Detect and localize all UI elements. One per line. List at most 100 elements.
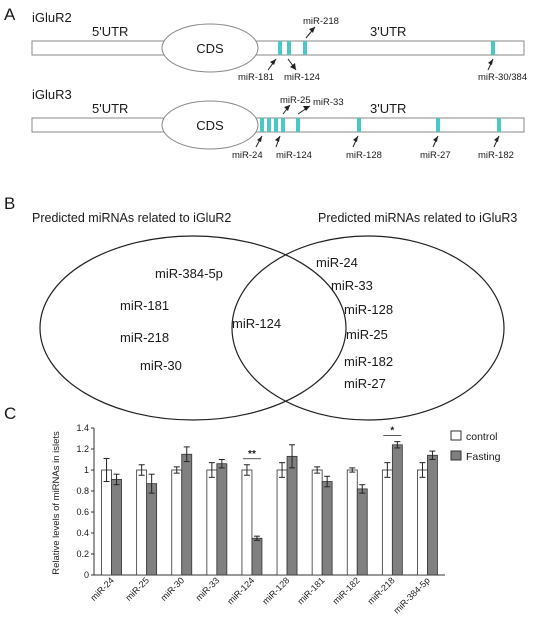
venn-item: miR-33 bbox=[331, 278, 373, 293]
bar-fasting bbox=[216, 463, 228, 576]
iglur3-label-mir182: miR-182 bbox=[478, 150, 514, 161]
legend-label-control: control bbox=[466, 431, 498, 443]
iglur2-site-mir181 bbox=[278, 41, 282, 55]
bar-control bbox=[381, 469, 393, 576]
bar-control bbox=[276, 469, 288, 576]
panel-letter-a: A bbox=[4, 5, 16, 24]
iglur3-site-1 bbox=[260, 118, 264, 132]
bar-control bbox=[346, 469, 358, 576]
iglur2-3utr-label: 3'UTR bbox=[370, 24, 406, 39]
iglur3-label-mir33: miR-33 bbox=[313, 97, 344, 108]
iglur2-label-mir181: miR-181 bbox=[238, 72, 274, 83]
x-tick-label: miR-25 bbox=[123, 575, 151, 603]
bar-fasting bbox=[251, 537, 263, 576]
bar-fasting bbox=[181, 453, 193, 576]
x-tick-label: miR-30 bbox=[159, 575, 187, 603]
bar-fasting bbox=[321, 481, 333, 576]
iglur2-arrowhead-mir124 bbox=[290, 63, 296, 70]
bar-fasting bbox=[427, 454, 438, 576]
y-tick-label: 0.8 bbox=[76, 486, 89, 496]
x-tick-label: miR-33 bbox=[194, 575, 222, 603]
y-tick-label: 0.6 bbox=[76, 507, 89, 517]
iglur2-cds-label: CDS bbox=[196, 41, 224, 56]
y-axis-title: Relative levels of miRNAs in islets bbox=[51, 431, 62, 575]
bar-fasting bbox=[286, 455, 298, 576]
venn-item: miR-182 bbox=[344, 354, 393, 369]
iglur3-arrowhead-mir25 bbox=[284, 105, 290, 111]
legend-swatch-fasting bbox=[450, 450, 462, 461]
iglur3-arrowhead-mir33 bbox=[303, 106, 310, 111]
iglur3-diagram: iGluR3 CDS 5'UTR 3'UTR miR-24 miR-25 miR… bbox=[31, 87, 525, 161]
bar-fasting bbox=[146, 483, 158, 576]
y-tick-label: 1.4 bbox=[76, 423, 89, 433]
venn-item-shared: miR-124 bbox=[232, 316, 281, 331]
x-tick-label: miR-181 bbox=[295, 575, 326, 606]
iglur2-label-mir124: miR-124 bbox=[284, 72, 320, 83]
iglur2-site-mir30-384 bbox=[491, 41, 495, 55]
iglur3-label-mir124: miR-124 bbox=[276, 150, 312, 161]
venn-item: miR-218 bbox=[120, 330, 169, 345]
venn-right-title: Predicted miRNAs related to iGluR3 bbox=[318, 211, 517, 225]
y-tick-label: 1.2 bbox=[76, 444, 89, 454]
y-tick-label: 0.2 bbox=[76, 549, 89, 559]
bar-control bbox=[311, 469, 323, 576]
bar-control bbox=[241, 469, 253, 576]
iglur3-name: iGluR3 bbox=[32, 87, 72, 102]
iglur2-5utr-label: 5'UTR bbox=[92, 24, 128, 39]
iglur3-cds-label: CDS bbox=[196, 118, 224, 133]
venn-circle-iglur2 bbox=[39, 235, 347, 421]
iglur3-label-mir128: miR-128 bbox=[346, 150, 382, 161]
iglur3-site-mir182 bbox=[497, 118, 501, 132]
bar-control bbox=[171, 469, 183, 576]
venn-item: miR-384-5p bbox=[155, 266, 223, 281]
iglur3-5utr-label: 5'UTR bbox=[92, 101, 128, 116]
iglur3-site-2 bbox=[267, 118, 271, 132]
iglur2-site-mir124 bbox=[287, 41, 291, 55]
venn-item: miR-128 bbox=[344, 302, 393, 317]
iglur3-site-4 bbox=[281, 118, 285, 132]
iglur3-site-mir27 bbox=[436, 118, 440, 132]
y-tick-label: 1 bbox=[84, 465, 89, 475]
venn-left-title: Predicted miRNAs related to iGluR2 bbox=[32, 211, 231, 225]
iglur2-label-mir30-384: miR-30/384 bbox=[478, 72, 527, 83]
significance-label: ** bbox=[248, 449, 256, 460]
significance-label: * bbox=[390, 426, 394, 437]
x-tick-label: miR-128 bbox=[260, 575, 291, 606]
x-tick-label: miR-384-5p bbox=[392, 575, 432, 615]
iglur2-diagram: iGluR2 CDS 5'UTR 3'UTR miR-181 miR-124 m… bbox=[31, 10, 527, 83]
venn-diagram: Predicted miRNAs related to iGluR2 Predi… bbox=[32, 211, 517, 421]
iglur2-arrowhead-mir218 bbox=[309, 27, 315, 33]
iglur3-arrowhead-mir124 bbox=[275, 136, 280, 142]
iglur3-label-mir27: miR-27 bbox=[420, 150, 451, 161]
y-tick-label: 0 bbox=[84, 570, 89, 580]
iglur2-arrowhead-mir30 bbox=[488, 59, 493, 65]
y-tick-label: 0.4 bbox=[76, 528, 89, 538]
legend-label-fasting: Fasting bbox=[466, 451, 501, 463]
iglur2-site-mir218 bbox=[303, 41, 307, 55]
x-tick-label: miR-182 bbox=[331, 575, 362, 606]
iglur2-arrowhead-mir181 bbox=[270, 59, 276, 65]
bar-chart: Relative levels of miRNAs in islets 0 0.2… bbox=[51, 423, 501, 616]
iglur3-arrowhead-mir128 bbox=[353, 136, 358, 142]
iglur2-cds-ellipse bbox=[161, 23, 259, 73]
x-tick-label: miR-124 bbox=[225, 575, 256, 606]
panel-letter-c: C bbox=[4, 404, 16, 423]
venn-item: miR-30 bbox=[140, 358, 182, 373]
bar-control bbox=[136, 469, 148, 576]
legend: control Fasting bbox=[450, 430, 501, 463]
bar-control bbox=[417, 469, 428, 576]
panel-letter-b: B bbox=[4, 194, 15, 213]
legend-swatch-control bbox=[450, 430, 462, 441]
iglur3-site-mir128 bbox=[357, 118, 361, 132]
bar-control bbox=[206, 469, 218, 576]
venn-item: miR-181 bbox=[120, 298, 169, 313]
bar-fasting bbox=[391, 444, 403, 576]
iglur3-label-mir25: miR-25 bbox=[280, 95, 311, 106]
bar-fasting bbox=[356, 488, 368, 576]
venn-item: miR-27 bbox=[344, 376, 386, 391]
iglur2-label-mir218: miR-218 bbox=[303, 16, 339, 27]
iglur3-label-mir24: miR-24 bbox=[232, 150, 263, 161]
x-tick-label: miR-24 bbox=[88, 575, 116, 603]
